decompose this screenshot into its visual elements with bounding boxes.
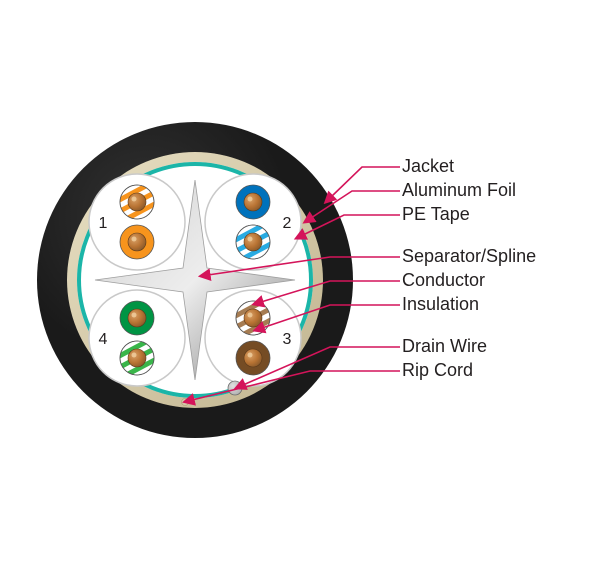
pair-3-label: 3 [283, 331, 292, 348]
pair-2-top-wire [236, 185, 270, 219]
pair-3-bottom-wire [236, 341, 270, 375]
label-drainwire: Drain Wire [402, 336, 487, 356]
conductor [244, 233, 262, 251]
pair-4-label: 4 [99, 331, 108, 348]
leader-jacket [331, 167, 400, 197]
label-jacket: Jacket [402, 156, 454, 176]
label-alfoil: Aluminum Foil [402, 180, 516, 200]
label-petape: PE Tape [402, 204, 470, 224]
conductor [128, 349, 146, 367]
label-separator: Separator/Spline [402, 246, 536, 266]
label-conductor: Conductor [402, 270, 485, 290]
conductor [128, 193, 146, 211]
label-insulation: Insulation [402, 294, 479, 314]
pair-1-label: 1 [99, 215, 108, 232]
conductor [244, 349, 262, 367]
cable-cross-section: 1 2 3 4 [37, 122, 353, 438]
pair-1-bottom-wire [120, 225, 154, 259]
conductor [244, 309, 262, 327]
conductor [128, 233, 146, 251]
pair-2-label: 2 [283, 215, 292, 232]
label-ripcord: Rip Cord [402, 360, 473, 380]
conductor [128, 309, 146, 327]
conductor [244, 193, 262, 211]
rip-cord [182, 399, 189, 406]
pair-4-top-wire [120, 301, 154, 335]
